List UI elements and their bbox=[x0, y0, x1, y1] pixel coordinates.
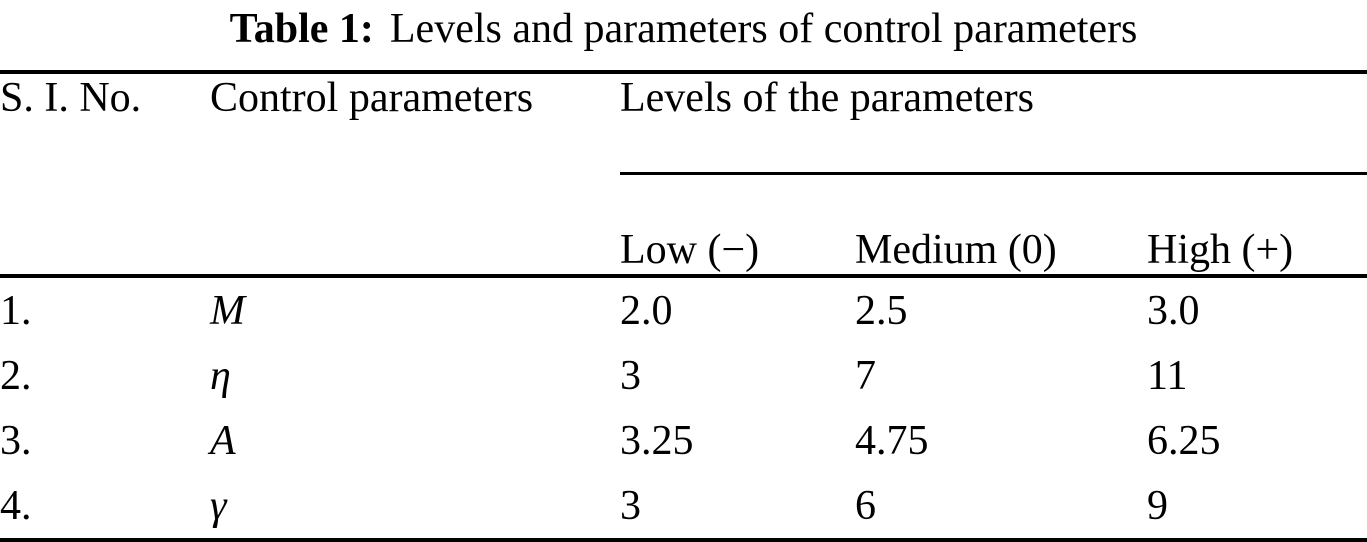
medium-value: 6 bbox=[855, 482, 876, 529]
row-number: 3. bbox=[0, 417, 32, 464]
low-value: 2.0 bbox=[620, 287, 673, 334]
low-value: 3 bbox=[620, 352, 641, 399]
high-value: 9 bbox=[1147, 482, 1168, 529]
row-number: 1. bbox=[0, 287, 32, 334]
table-caption-label: Table 1: bbox=[229, 6, 374, 52]
column-header-control-parameters: Control parameters bbox=[210, 72, 620, 278]
column-header-high: High (+) bbox=[1147, 173, 1367, 278]
high-value: 3.0 bbox=[1147, 287, 1200, 334]
parameter-symbol: M bbox=[210, 287, 245, 334]
header-row-levels: Low (−) Medium (0) High (+) bbox=[0, 173, 1367, 278]
table-row: 2. η 3 7 11 bbox=[0, 343, 1367, 408]
high-value: 6.25 bbox=[1147, 417, 1221, 464]
column-header-medium: Medium (0) bbox=[855, 173, 1147, 278]
parameter-symbol: γ bbox=[210, 482, 227, 529]
high-value: 11 bbox=[1147, 352, 1188, 399]
parameter-symbol: η bbox=[210, 352, 231, 399]
parameter-symbol: A bbox=[210, 417, 236, 464]
table-row: 1. M 2.0 2.5 3.0 bbox=[0, 276, 1367, 343]
medium-value: 4.75 bbox=[855, 417, 929, 464]
table-row: 3. A 3.25 4.75 6.25 bbox=[0, 408, 1367, 473]
table-body: 1. M 2.0 2.5 3.0 2. η 3 7 11 3. A 3.25 4… bbox=[0, 276, 1367, 541]
low-value: 3 bbox=[620, 482, 641, 529]
table-header: S. I. No. Control parameters Levels of t… bbox=[0, 72, 1367, 278]
row-number: 4. bbox=[0, 482, 32, 529]
row-number: 2. bbox=[0, 352, 32, 399]
medium-value: 2.5 bbox=[855, 287, 908, 334]
parameters-table: S. I. No. Control parameters Levels of t… bbox=[0, 70, 1367, 542]
medium-value: 7 bbox=[855, 352, 876, 399]
table-caption: Table 1: Levels and parameters of control… bbox=[0, 0, 1367, 70]
header-row-group: S. I. No. Control parameters Levels of t… bbox=[0, 72, 1367, 278]
column-header-low: Low (−) bbox=[620, 173, 855, 278]
low-value: 3.25 bbox=[620, 417, 694, 464]
column-header-levels-group: Levels of the parameters bbox=[620, 72, 1367, 175]
table-caption-text: Levels and parameters of control paramet… bbox=[389, 6, 1138, 52]
column-header-si-no: S. I. No. bbox=[0, 72, 210, 278]
table-row: 4. γ 3 6 9 bbox=[0, 473, 1367, 541]
